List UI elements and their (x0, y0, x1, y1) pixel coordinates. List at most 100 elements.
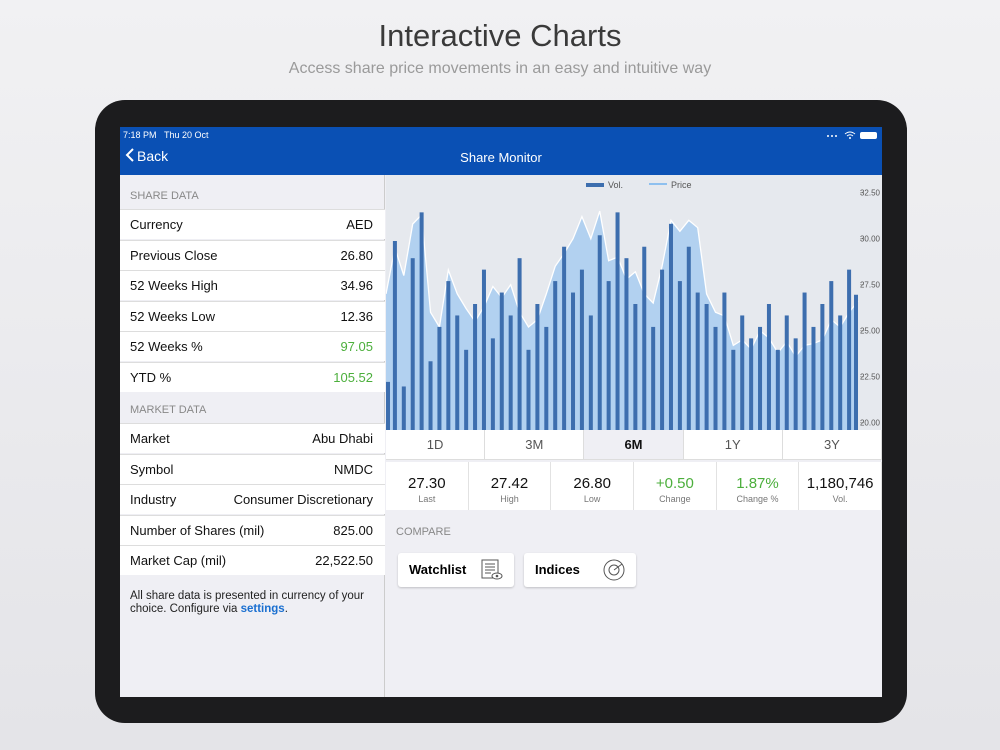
volume-bar (481, 269, 486, 430)
volume-bar (473, 304, 478, 430)
row-label: 52 Weeks Low (130, 308, 216, 324)
subheadline: Access share price movements in an easy … (288, 60, 712, 77)
volume-bar (517, 258, 522, 430)
table-row: Number of Shares (mil) 825.00 (120, 514, 385, 545)
volume-bar (820, 304, 825, 430)
volume-bar (829, 281, 834, 430)
volume-bar (579, 269, 584, 430)
volume-bar (526, 349, 531, 430)
volume-bar (464, 349, 469, 430)
row-label: Industry (130, 492, 177, 507)
row-value: 97.05 (340, 339, 373, 354)
screen: 7:18 PM Thu 20 Oct Back Share Monitor SH… (120, 127, 882, 697)
stat-cell: 26.80 Low (551, 462, 634, 510)
row-value: 26.80 (340, 247, 373, 263)
row-label: Number of Shares (mil) (130, 522, 265, 538)
legend-swatch (586, 183, 604, 187)
button-label: Watchlist (409, 562, 467, 577)
button-icon (603, 559, 625, 581)
stat-value: 26.80 (573, 475, 611, 492)
row-value: AED (346, 217, 373, 232)
row-value: Abu Dhabi (312, 431, 373, 446)
legend-label: Vol. (608, 180, 623, 190)
table-row: Previous Close 26.80 (120, 239, 385, 270)
footnote-end: . (284, 603, 288, 615)
settings-link[interactable]: settings (240, 603, 285, 615)
y-tick-label: 32.50 (860, 189, 881, 198)
volume-bar (758, 326, 763, 430)
volume-bar (847, 269, 852, 430)
footnote-text: All share data is presented in currency … (130, 590, 364, 615)
period-tab[interactable]: 1D (386, 430, 486, 460)
nav-title: Share Monitor (460, 150, 542, 165)
table-row: Market Abu Dhabi (120, 423, 385, 453)
button-label: Indices (535, 562, 580, 577)
back-button[interactable]: Back (137, 148, 169, 164)
stat-value: 27.42 (490, 475, 529, 492)
y-tick-label: 27.50 (860, 281, 881, 290)
volume-bar (793, 338, 798, 430)
period-tab[interactable]: 6M (584, 430, 684, 460)
volume-bar (419, 212, 424, 430)
period-tab[interactable]: 3Y (782, 430, 882, 460)
stat-label: Change (659, 494, 691, 504)
footnote: All share data is presented in currency … (130, 590, 375, 616)
y-tick-label: 25.00 (860, 327, 881, 336)
volume-bar (508, 315, 513, 430)
volume-bar (597, 235, 602, 430)
volume-bar (544, 326, 549, 430)
volume-bar (410, 258, 415, 430)
volume-bar (722, 292, 727, 430)
period-tab[interactable]: 1Y (683, 430, 783, 460)
status-date: Thu 20 Oct (164, 130, 209, 140)
y-tick-label: 22.50 (860, 373, 881, 382)
table-row: 52 Weeks Low 12.36 (120, 300, 385, 331)
compare-button[interactable]: Watchlist (398, 553, 514, 587)
row-label: Market (130, 431, 170, 446)
volume-bar (668, 223, 673, 430)
volume-bar (437, 326, 442, 430)
row-value: 105.52 (333, 369, 373, 385)
stat-label: Low (583, 494, 601, 504)
table-row: YTD % 105.52 (120, 361, 385, 392)
row-label: 52 Weeks % (130, 339, 203, 354)
volume-bar (401, 386, 406, 430)
stat-cell: 27.42 High (468, 462, 552, 510)
row-label: YTD % (130, 369, 172, 385)
table-row: 52 Weeks % 97.05 (120, 331, 385, 361)
volume-bar (588, 315, 593, 430)
stat-cell: 1,180,746 Vol. (799, 462, 882, 510)
legend-label: Price (671, 180, 692, 190)
row-label: Market Cap (mil) (130, 553, 227, 568)
stat-cell: +0.50 Change (634, 462, 717, 510)
back-chevron[interactable] (124, 147, 136, 163)
volume-bar (695, 292, 700, 430)
volume-bar (784, 315, 789, 430)
period-tab[interactable]: 3M (485, 430, 585, 460)
status-time: 7:18 PM (123, 130, 157, 140)
volume-bar (731, 349, 736, 430)
stat-cell: 27.30 Last (386, 462, 469, 510)
headline: Interactive Charts (378, 18, 622, 53)
volume-bar (686, 246, 691, 430)
row-value: NMDC (334, 461, 373, 477)
y-tick-label: 30.00 (860, 235, 881, 244)
volume-bar (642, 246, 647, 430)
stat-label: Last (418, 494, 436, 504)
stat-value: 27.30 (408, 475, 446, 492)
table-row: Symbol NMDC (120, 453, 385, 484)
volume-bar (713, 326, 718, 430)
stat-label: Change % (736, 494, 779, 504)
volume-bar (660, 269, 665, 430)
volume-bar (651, 326, 656, 430)
volume-bar (535, 304, 540, 430)
legend-swatch (649, 183, 667, 185)
info-panel: SHARE DATA MARKET DATA All share data is… (120, 175, 385, 697)
price-area (386, 211, 858, 430)
row-label: Symbol (130, 461, 174, 477)
volume-bar (490, 338, 495, 430)
compare-button[interactable]: Indices (524, 553, 636, 587)
volume-bar (571, 292, 576, 430)
section-heading: SHARE DATA (130, 190, 199, 202)
